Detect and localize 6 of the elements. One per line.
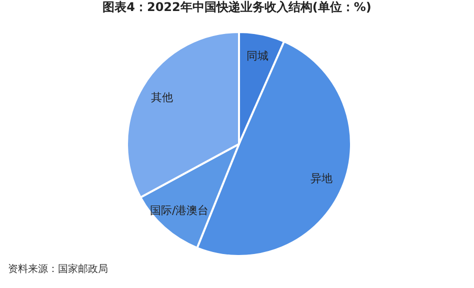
slice-label: 国际/港澳台 [150,204,209,217]
text: 资料来源：国家邮政局 [8,262,108,276]
chart-title: 图表4：2022年中国快递业务收入结构(单位：%) [102,0,372,14]
slice-label: 异地 [310,172,333,185]
slice-label: 其他 [151,91,174,104]
slice-label: 同城 [246,49,268,62]
